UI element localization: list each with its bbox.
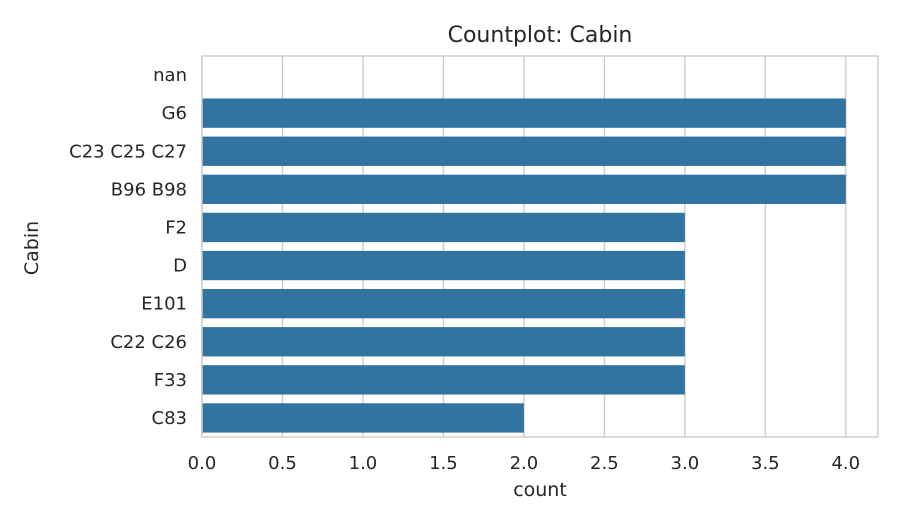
x-tick-labels: 0.0 0.5 1.0 1.5 2.0 2.5 3.0 3.5 4.0 [188, 453, 860, 474]
y-tick-label: C83 [152, 408, 187, 429]
y-tick-label: D [173, 256, 187, 277]
y-axis-label: Cabin [21, 221, 43, 275]
x-tick-label: 2.5 [590, 453, 619, 474]
x-tick-label: 3.5 [751, 453, 780, 474]
y-tick-label: nan [153, 65, 187, 86]
x-tick-label: 0.0 [188, 453, 217, 474]
x-tick-label: 3.0 [671, 453, 700, 474]
y-tick-label: F33 [154, 370, 187, 391]
y-tick-label: G6 [162, 103, 187, 124]
bar-c23-c25-c27 [202, 136, 846, 166]
bar-b96-b98 [202, 174, 846, 205]
x-tick-label: 1.0 [349, 453, 378, 474]
x-tick-label: 0.5 [268, 453, 297, 474]
x-tick-label: 1.5 [429, 453, 458, 474]
bar-f33 [202, 365, 685, 395]
y-tick-label: B96 B98 [111, 179, 187, 200]
y-tick-label: F2 [165, 217, 187, 238]
y-tick-label: C23 C25 C27 [69, 141, 187, 162]
x-tick-label: 4.0 [831, 453, 860, 474]
bar-d [202, 250, 685, 281]
bar-c22-c26 [202, 327, 685, 357]
bar-g6 [202, 98, 846, 128]
x-tick-label: 2.0 [510, 453, 539, 474]
chart-title: Countplot: Cabin [448, 23, 633, 48]
y-tick-labels: nan G6 C23 C25 C27 B96 B98 F2 D E101 C22 C26 F33… [69, 65, 187, 429]
bar-f2 [202, 212, 685, 243]
y-tick-label: C22 C26 [110, 332, 187, 353]
bars [202, 98, 846, 433]
plot-frame [201, 55, 879, 438]
bar-e101 [202, 288, 685, 319]
bar-c83 [202, 403, 524, 433]
y-tick-label: E101 [141, 294, 187, 315]
x-axis-label: count [513, 479, 567, 501]
